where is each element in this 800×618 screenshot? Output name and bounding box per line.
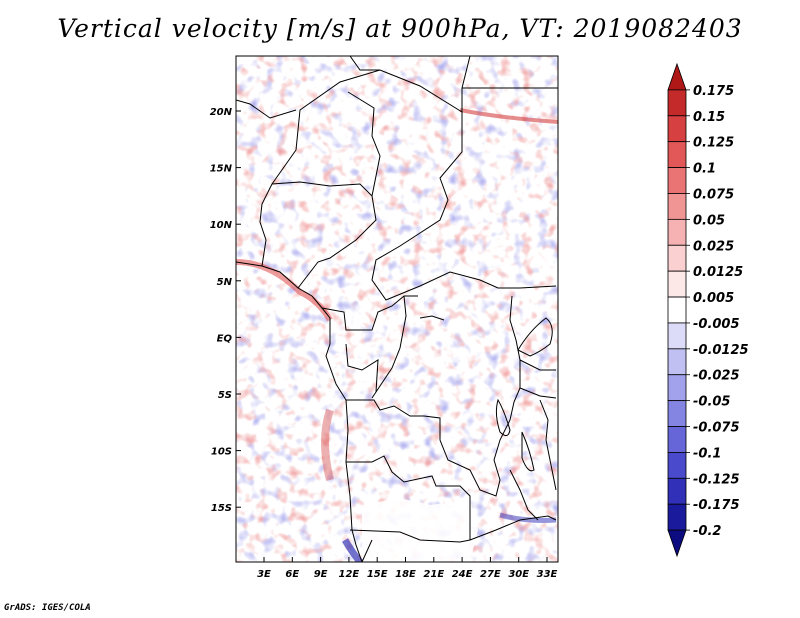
colorbar-label: -0.2 [693,524,721,539]
lat-tick-label: 20N [210,107,233,118]
grads-credit: GrADS: IGES/COLA [4,603,91,613]
lon-tick-label: 21E [423,569,444,580]
lat-tick-label: 10N [210,220,233,231]
colorbar-label: -0.175 [693,498,740,513]
latitude-axis: 20N 15N 10N 5N EQ 5S 10S 15S [210,107,241,514]
colorbar-label: -0.1 [693,446,721,461]
colorbar-segment [667,503,687,531]
colorbar-label: 0.1 [693,162,716,177]
colorbar-label: -0.075 [693,421,740,436]
lon-tick-label: 33E [537,569,558,580]
colorbar-segment [667,167,687,194]
lon-tick-label: 6E [285,569,299,580]
lon-tick-label: 18E [395,569,416,580]
lat-tick-label: 15N [210,164,233,175]
lon-tick-label: 24E [452,569,473,580]
velocity-field [236,56,558,562]
colorbar-segment [667,477,687,505]
colorbar-label: 0.005 [693,291,734,306]
colorbar-label: 0.175 [693,84,734,99]
colorbar-segment [667,452,687,479]
lat-tick-label: 10S [211,447,232,458]
colorbar-segment [667,529,687,558]
colorbar-segment [667,244,687,272]
lon-tick-label: 27E [480,569,501,580]
colorbar-segment [667,115,687,143]
colorbar-label: 0.0125 [693,265,743,280]
chart-title: Vertical velocity [m/s] at 900hPa, VT: 2… [57,14,743,43]
colorbar-segment [667,193,687,220]
country-borders [236,56,558,562]
colorbar-segment [667,89,687,117]
colorbar-label: 0.15 [693,110,725,125]
colorbar-segment [667,374,687,402]
colorbar-label: 0.025 [693,239,734,254]
lon-tick-label: 12E [339,569,360,580]
colorbar-label: -0.125 [693,472,740,487]
colorbar-label: -0.0125 [693,343,749,358]
lat-tick-label: EQ [217,333,233,344]
colorbar: 0.175 0.15 0.125 0.1 0.075 0.05 0.025 0.0125 0.0… [667,62,749,558]
colorbar-segment [667,218,687,246]
plot-frame [235,55,559,563]
colorbar-segment [667,322,687,350]
colorbar-label: -0.05 [693,395,730,410]
colorbar-segment [667,270,687,298]
lat-tick-label: 5N [217,277,233,288]
colorbar-segment [667,426,687,453]
colorbar-segment [667,348,687,376]
lon-tick-label: 9E [314,569,328,580]
longitude-axis: 3E 6E 9E 12E 15E 18E 21E 24E 27E 30E 33E [257,557,558,580]
lon-tick-label: 30E [508,569,529,580]
lat-tick-label: 15S [211,503,232,514]
colorbar-label: -0.005 [693,317,740,332]
lon-tick-label: 3E [257,569,271,580]
colorbar-label: 0.05 [693,213,725,228]
colorbar-label: 0.125 [693,136,734,151]
colorbar-segment [667,296,687,324]
colorbar-segment [667,141,687,168]
lat-tick-label: 5S [218,390,232,401]
colorbar-segment [667,400,687,427]
colorbar-segment [667,62,687,91]
lon-tick-label: 15E [367,569,388,580]
colorbar-label: 0.075 [693,187,734,202]
colorbar-label: -0.025 [693,369,740,384]
